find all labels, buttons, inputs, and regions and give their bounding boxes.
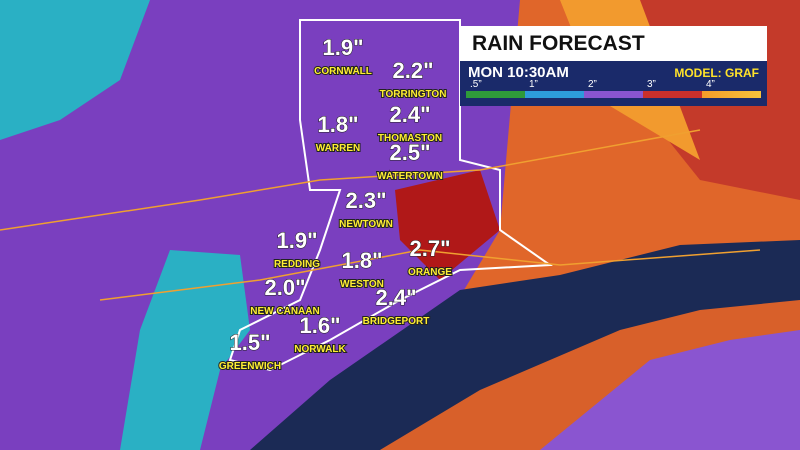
town-name: TORRINGTON xyxy=(380,89,447,100)
town-name: CORNWALL xyxy=(314,66,372,77)
town-name: WATERTOWN xyxy=(377,171,443,182)
long-island-east xyxy=(540,330,800,450)
legend-box: MON 10:30AM MODEL: GRAF .5” 1” 2” 3” 4” xyxy=(460,61,767,106)
town-name: NEW CANAAN xyxy=(250,306,319,317)
town-name: WESTON xyxy=(340,279,384,290)
town-name: WARREN xyxy=(316,143,360,154)
rain-amount: 1.9" xyxy=(322,35,363,60)
rain-red xyxy=(395,170,500,280)
town-name: BRIDGEPORT xyxy=(363,316,430,327)
town-name: GREENWICH xyxy=(219,361,281,372)
rain-amount: 1.8" xyxy=(341,248,382,273)
rain-amount: 1.8" xyxy=(317,112,358,137)
rain-amount: 2.4" xyxy=(375,285,416,310)
legend-label: .5” xyxy=(470,79,482,90)
time: MON 10:30AM xyxy=(468,64,569,81)
rain-amount: 2.7" xyxy=(409,236,450,261)
legend-label: 1” xyxy=(529,79,538,90)
town-name: NEWTOWN xyxy=(339,219,393,230)
rain-amount: 2.0" xyxy=(264,275,305,300)
rain-amount: 1.6" xyxy=(299,313,340,338)
legend-label: 3” xyxy=(647,79,656,90)
rain-amount: 2.5" xyxy=(389,140,430,165)
model: MODEL: GRAF xyxy=(674,66,759,80)
rain-amount: 1.9" xyxy=(276,228,317,253)
town-name: THOMASTON xyxy=(378,133,442,144)
town-name: NORWALK xyxy=(294,344,346,355)
legend-label: 4” xyxy=(706,79,715,90)
rain-amount: 2.2" xyxy=(392,58,433,83)
town-name: ORANGE xyxy=(408,267,452,278)
roads xyxy=(0,129,761,301)
color-scale xyxy=(466,91,761,98)
rain-amount: 2.4" xyxy=(389,102,430,127)
legend-panel: RAIN FORECAST MON 10:30AM MODEL: GRAF .5… xyxy=(460,26,767,106)
town-labels: 1.9" CORNWALL 2.2" TORRINGTON 1.8" WARREN 2.4"… xyxy=(218,35,453,374)
town-name: REDDING xyxy=(274,259,320,270)
legend-label: 2” xyxy=(588,79,597,90)
rain-cyan xyxy=(120,250,250,450)
title: RAIN FORECAST xyxy=(460,26,767,61)
rain-amount: 2.3" xyxy=(345,188,386,213)
rain-amount: 1.5" xyxy=(229,330,270,355)
rain-cyan xyxy=(0,0,150,140)
